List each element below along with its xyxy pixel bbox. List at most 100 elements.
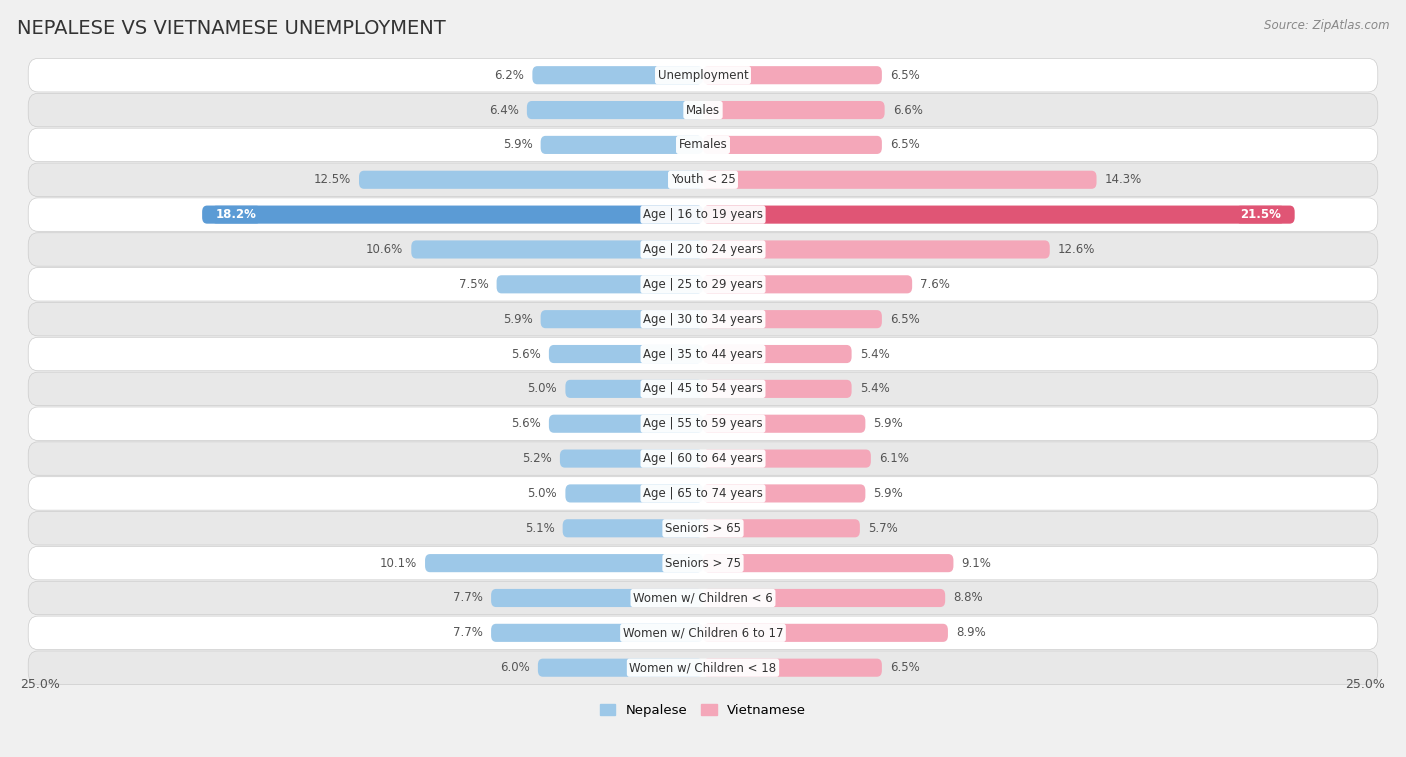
FancyBboxPatch shape: [703, 519, 860, 537]
Text: 6.2%: 6.2%: [495, 69, 524, 82]
Text: 6.6%: 6.6%: [893, 104, 922, 117]
Text: 7.5%: 7.5%: [458, 278, 488, 291]
Text: 25.0%: 25.0%: [1346, 678, 1385, 691]
Text: 5.0%: 5.0%: [527, 382, 557, 395]
FancyBboxPatch shape: [359, 170, 703, 188]
FancyBboxPatch shape: [202, 206, 703, 223]
FancyBboxPatch shape: [28, 512, 1378, 545]
Text: 5.7%: 5.7%: [868, 522, 898, 534]
FancyBboxPatch shape: [28, 407, 1378, 441]
FancyBboxPatch shape: [703, 206, 1295, 223]
FancyBboxPatch shape: [412, 241, 703, 259]
FancyBboxPatch shape: [491, 624, 703, 642]
FancyBboxPatch shape: [28, 338, 1378, 371]
Text: Youth < 25: Youth < 25: [671, 173, 735, 186]
FancyBboxPatch shape: [703, 136, 882, 154]
FancyBboxPatch shape: [703, 554, 953, 572]
Text: 5.9%: 5.9%: [502, 313, 533, 326]
FancyBboxPatch shape: [703, 310, 882, 329]
FancyBboxPatch shape: [703, 66, 882, 84]
Text: 8.9%: 8.9%: [956, 626, 986, 640]
FancyBboxPatch shape: [565, 380, 703, 398]
FancyBboxPatch shape: [28, 547, 1378, 580]
FancyBboxPatch shape: [703, 345, 852, 363]
FancyBboxPatch shape: [703, 241, 1050, 259]
FancyBboxPatch shape: [541, 136, 703, 154]
Text: 5.6%: 5.6%: [510, 417, 541, 430]
Text: Age | 25 to 29 years: Age | 25 to 29 years: [643, 278, 763, 291]
FancyBboxPatch shape: [560, 450, 703, 468]
Text: 5.9%: 5.9%: [502, 139, 533, 151]
Text: Age | 45 to 54 years: Age | 45 to 54 years: [643, 382, 763, 395]
Text: 6.5%: 6.5%: [890, 139, 920, 151]
FancyBboxPatch shape: [565, 484, 703, 503]
FancyBboxPatch shape: [533, 66, 703, 84]
Text: 5.2%: 5.2%: [522, 452, 551, 465]
Text: 25.0%: 25.0%: [21, 678, 60, 691]
Text: NEPALESE VS VIETNAMESE UNEMPLOYMENT: NEPALESE VS VIETNAMESE UNEMPLOYMENT: [17, 19, 446, 38]
Text: Women w/ Children < 18: Women w/ Children < 18: [630, 661, 776, 674]
Text: Age | 30 to 34 years: Age | 30 to 34 years: [643, 313, 763, 326]
Text: 12.6%: 12.6%: [1057, 243, 1095, 256]
Text: 6.1%: 6.1%: [879, 452, 910, 465]
Text: Age | 55 to 59 years: Age | 55 to 59 years: [643, 417, 763, 430]
FancyBboxPatch shape: [703, 380, 852, 398]
Text: 8.8%: 8.8%: [953, 591, 983, 605]
FancyBboxPatch shape: [703, 624, 948, 642]
Text: Unemployment: Unemployment: [658, 69, 748, 82]
FancyBboxPatch shape: [28, 616, 1378, 650]
FancyBboxPatch shape: [425, 554, 703, 572]
Text: Age | 35 to 44 years: Age | 35 to 44 years: [643, 347, 763, 360]
FancyBboxPatch shape: [703, 276, 912, 294]
Text: 7.6%: 7.6%: [921, 278, 950, 291]
FancyBboxPatch shape: [491, 589, 703, 607]
Text: 6.5%: 6.5%: [890, 69, 920, 82]
Text: 5.9%: 5.9%: [873, 417, 904, 430]
FancyBboxPatch shape: [28, 128, 1378, 162]
Text: 7.7%: 7.7%: [453, 591, 482, 605]
Text: Age | 20 to 24 years: Age | 20 to 24 years: [643, 243, 763, 256]
Text: 5.4%: 5.4%: [860, 382, 890, 395]
FancyBboxPatch shape: [538, 659, 703, 677]
Text: 6.0%: 6.0%: [501, 661, 530, 674]
FancyBboxPatch shape: [28, 267, 1378, 301]
FancyBboxPatch shape: [548, 415, 703, 433]
FancyBboxPatch shape: [28, 303, 1378, 336]
Text: Seniors > 75: Seniors > 75: [665, 556, 741, 569]
Text: 6.5%: 6.5%: [890, 313, 920, 326]
Text: 5.4%: 5.4%: [860, 347, 890, 360]
FancyBboxPatch shape: [703, 415, 865, 433]
Text: 5.9%: 5.9%: [873, 487, 904, 500]
FancyBboxPatch shape: [28, 163, 1378, 197]
FancyBboxPatch shape: [28, 442, 1378, 475]
FancyBboxPatch shape: [562, 519, 703, 537]
Text: 9.1%: 9.1%: [962, 556, 991, 569]
FancyBboxPatch shape: [548, 345, 703, 363]
FancyBboxPatch shape: [541, 310, 703, 329]
FancyBboxPatch shape: [703, 170, 1097, 188]
Text: 7.7%: 7.7%: [453, 626, 482, 640]
FancyBboxPatch shape: [28, 581, 1378, 615]
Text: Males: Males: [686, 104, 720, 117]
Text: 5.6%: 5.6%: [510, 347, 541, 360]
Text: 5.1%: 5.1%: [524, 522, 554, 534]
FancyBboxPatch shape: [28, 651, 1378, 684]
FancyBboxPatch shape: [28, 477, 1378, 510]
Text: Females: Females: [679, 139, 727, 151]
Text: 21.5%: 21.5%: [1240, 208, 1281, 221]
Text: Age | 65 to 74 years: Age | 65 to 74 years: [643, 487, 763, 500]
Text: Source: ZipAtlas.com: Source: ZipAtlas.com: [1264, 19, 1389, 32]
FancyBboxPatch shape: [703, 450, 870, 468]
Text: 10.6%: 10.6%: [366, 243, 404, 256]
Text: 6.4%: 6.4%: [489, 104, 519, 117]
FancyBboxPatch shape: [496, 276, 703, 294]
FancyBboxPatch shape: [28, 58, 1378, 92]
FancyBboxPatch shape: [527, 101, 703, 119]
Text: 6.5%: 6.5%: [890, 661, 920, 674]
Text: 12.5%: 12.5%: [314, 173, 350, 186]
Text: Women w/ Children < 6: Women w/ Children < 6: [633, 591, 773, 605]
Text: 10.1%: 10.1%: [380, 556, 416, 569]
FancyBboxPatch shape: [28, 93, 1378, 126]
Legend: Nepalese, Vietnamese: Nepalese, Vietnamese: [595, 699, 811, 723]
Text: 5.0%: 5.0%: [527, 487, 557, 500]
